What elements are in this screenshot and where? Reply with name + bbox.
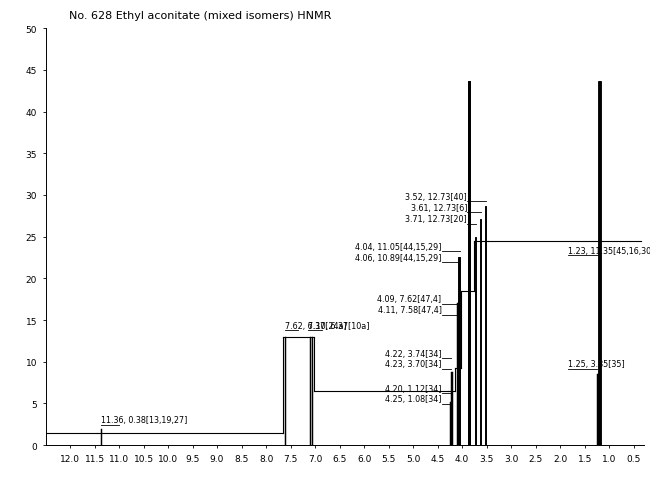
Text: 3.52, 12.73[40]: 3.52, 12.73[40] — [406, 192, 467, 201]
Text: 4.25, 1.08[34]: 4.25, 1.08[34] — [385, 394, 441, 404]
Text: 3.61, 12.73[6]: 3.61, 12.73[6] — [411, 203, 467, 212]
Text: 1.23, 11.35[45,16,30]: 1.23, 11.35[45,16,30] — [567, 246, 650, 256]
Text: 4.11, 7.58[47,4]: 4.11, 7.58[47,4] — [378, 305, 441, 315]
Text: 3.71, 12.73[20]: 3.71, 12.73[20] — [406, 215, 467, 224]
Text: 1.25, 3.85[35]: 1.25, 3.85[35] — [567, 360, 624, 369]
Text: 4.04, 11.05[44,15,29]: 4.04, 11.05[44,15,29] — [355, 242, 441, 251]
Text: 4.09, 7.62[47,4]: 4.09, 7.62[47,4] — [378, 295, 441, 304]
Text: 4.20, 1.12[34]: 4.20, 1.12[34] — [385, 384, 441, 393]
Text: 4.23, 3.70[34]: 4.23, 3.70[34] — [385, 360, 441, 369]
Text: 11.36, 0.38[13,19,27]: 11.36, 0.38[13,19,27] — [101, 415, 188, 424]
Text: No. 628 Ethyl aconitate (mixed isomers) HNMR: No. 628 Ethyl aconitate (mixed isomers) … — [70, 11, 332, 21]
Text: 4.06, 10.89[44,15,29]: 4.06, 10.89[44,15,29] — [355, 253, 441, 262]
Text: 4.22, 3.74[34]: 4.22, 3.74[34] — [385, 349, 441, 358]
Text: 7.62, 6.37[24a]: 7.62, 6.37[24a] — [285, 321, 346, 331]
Text: 7.10, 6.37[10a]: 7.10, 6.37[10a] — [307, 321, 369, 331]
